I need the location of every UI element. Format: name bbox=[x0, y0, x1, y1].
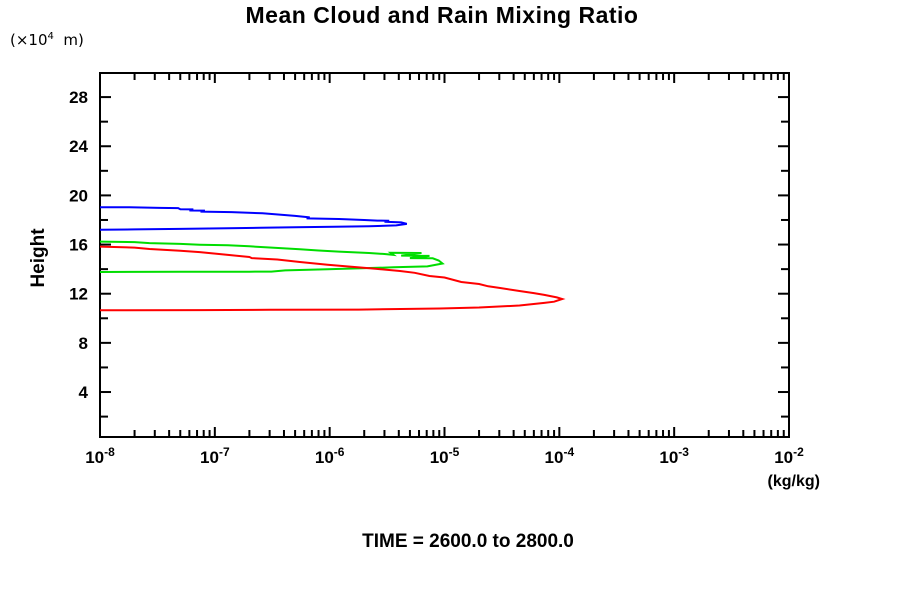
y-axis-unit-label: (×104 m) bbox=[10, 31, 84, 49]
x-tick-label: 10-5 bbox=[430, 445, 460, 467]
y-unit-exponent: 4 bbox=[47, 31, 54, 42]
x-axis-unit-label: (kg/kg) bbox=[767, 473, 820, 490]
chart-title: Mean Cloud and Rain Mixing Ratio bbox=[245, 2, 639, 28]
x-axis-tick-labels: 10-8 10-7 10-6 10-5 10-4 10-3 10-2 bbox=[85, 445, 804, 467]
x-tick-label: 10-2 bbox=[774, 445, 804, 467]
y-tick-label: 16 bbox=[69, 236, 88, 255]
y-tick-label: 12 bbox=[69, 285, 88, 304]
x-tick-label: 10-4 bbox=[545, 445, 575, 467]
y-tick-label: 8 bbox=[79, 334, 88, 353]
x-axis-ticks bbox=[99, 74, 790, 436]
y-unit-suffix: m) bbox=[53, 31, 84, 49]
x-tick-label: 10-8 bbox=[85, 445, 115, 467]
series-red-profile bbox=[99, 245, 566, 312]
y-tick-label: 24 bbox=[69, 137, 88, 156]
y-tick-label: 28 bbox=[69, 88, 88, 107]
time-range-label: TIME = 2600.0 to 2800.0 bbox=[362, 531, 574, 552]
y-unit-prefix: (×10 bbox=[10, 31, 48, 49]
series-green-profile bbox=[99, 240, 445, 273]
plot-frame bbox=[99, 72, 790, 438]
x-tick-label: 10-3 bbox=[659, 445, 689, 467]
y-axis-ticks bbox=[101, 96, 788, 418]
y-tick-label: 20 bbox=[69, 186, 88, 205]
y-axis-tick-labels: 4 8 12 16 20 24 28 bbox=[69, 88, 88, 402]
y-tick-label: 4 bbox=[79, 383, 89, 402]
x-tick-label: 10-6 bbox=[315, 445, 345, 467]
series-blue-profile bbox=[99, 206, 408, 231]
x-tick-label: 10-7 bbox=[200, 445, 230, 467]
